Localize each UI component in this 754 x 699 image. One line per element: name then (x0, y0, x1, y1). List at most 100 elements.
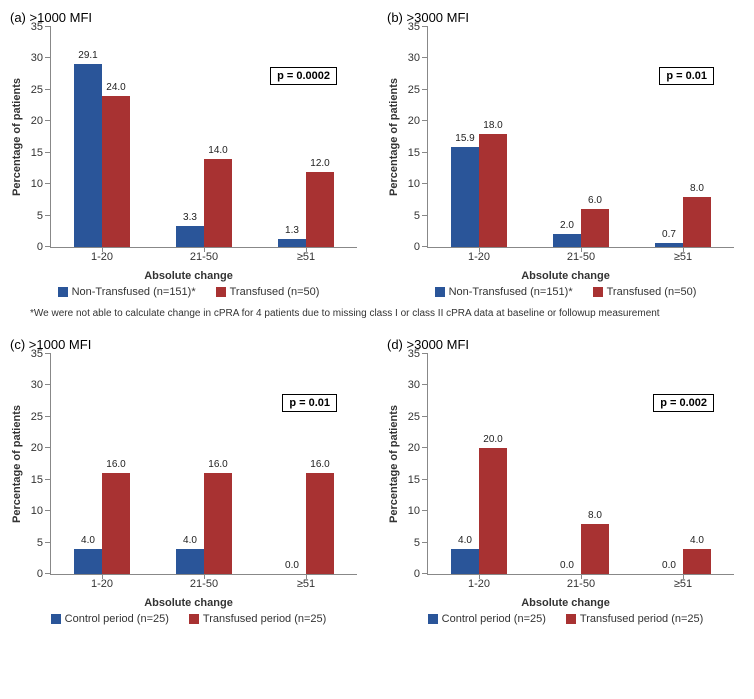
swatch-series2 (566, 614, 576, 624)
y-tick-label: 10 (31, 178, 51, 190)
bar-series2: 8.0 (683, 197, 711, 247)
legend-label: Control period (n=25) (65, 613, 169, 625)
bar-groups: 4.020.01-200.08.021-500.04.0≥51 (428, 354, 734, 574)
legend: Control period (n=25)Transfused period (… (387, 613, 744, 625)
y-tick-label: 20 (31, 115, 51, 127)
panel-letter: (d) (387, 337, 403, 352)
bar-series2: 6.0 (581, 209, 609, 247)
bar-series1: 4.0 (176, 549, 204, 574)
legend: Non-Transfused (n=151)*Transfused (n=50) (387, 286, 744, 298)
x-tick-label: 21-50 (567, 578, 595, 590)
y-tick-label: 15 (408, 474, 428, 486)
y-axis-label: Percentage of patients (388, 78, 400, 196)
bar-value-label: 4.0 (458, 535, 472, 546)
bar-series2: 4.0 (683, 549, 711, 574)
y-tick-label: 10 (408, 505, 428, 517)
bar-value-label: 16.0 (208, 459, 227, 470)
bar-series1: 3.3 (176, 226, 204, 247)
panel-d: (d) >3000 MFI05101520253035Percentage of… (387, 337, 744, 625)
bar-series2: 24.0 (102, 96, 130, 247)
bar-series1: 0.7 (655, 243, 683, 247)
panel-letter: (c) (10, 337, 25, 352)
legend-label: Transfused period (n=25) (580, 613, 703, 625)
y-axis-label: Percentage of patients (11, 78, 23, 196)
x-tick-label: 1-20 (468, 578, 490, 590)
panel-b: (b) >3000 MFI05101520253035Percentage of… (387, 10, 744, 298)
bar-value-label: 8.0 (588, 510, 602, 521)
y-axis-label: Percentage of patients (388, 405, 400, 523)
y-axis-label: Percentage of patients (11, 405, 23, 523)
swatch-series2 (216, 287, 226, 297)
bar-group: 3.314.021-50 (176, 159, 232, 247)
y-tick-label: 25 (31, 411, 51, 423)
legend-item-series2: Transfused period (n=25) (189, 613, 326, 625)
legend-item-series1: Non-Transfused (n=151)* (58, 286, 196, 298)
y-tick-label: 35 (31, 21, 51, 33)
y-tick-label: 35 (31, 348, 51, 360)
bar-group: 4.020.01-20 (451, 448, 507, 574)
x-tick-label: ≥51 (297, 251, 315, 263)
p-value-box: p = 0.01 (282, 394, 337, 412)
x-tick-label: 21-50 (567, 251, 595, 263)
x-tick-label: ≥51 (297, 578, 315, 590)
bar-value-label: 6.0 (588, 195, 602, 206)
bar-value-label: 20.0 (483, 434, 502, 445)
y-tick-label: 5 (37, 537, 51, 549)
panel-c: (c) >1000 MFI05101520253035Percentage of… (10, 337, 367, 625)
y-tick-label: 25 (408, 84, 428, 96)
bar-value-label: 4.0 (81, 535, 95, 546)
bar-series1: 1.3 (278, 239, 306, 247)
bar-value-label: 0.7 (662, 229, 676, 240)
bar-value-label: 24.0 (106, 82, 125, 93)
panel-title: (d) >3000 MFI (387, 337, 744, 352)
panel-a: (a) >1000 MFI 05101520253035Percentage of… (10, 10, 367, 298)
bar-value-label: 16.0 (106, 459, 125, 470)
bar-group: 0.04.0≥51 (655, 549, 711, 574)
panel-title: (b) >3000 MFI (387, 10, 744, 25)
bar-series1: 2.0 (553, 234, 581, 247)
y-tick-label: 20 (31, 442, 51, 454)
bar-value-label: 18.0 (483, 120, 502, 131)
swatch-series1 (428, 614, 438, 624)
y-tick-label: 5 (37, 210, 51, 222)
bar-series2: 16.0 (204, 473, 232, 574)
y-tick-label: 20 (408, 442, 428, 454)
bar-groups: 15.918.01-202.06.021-500.78.0≥51 (428, 27, 734, 247)
legend-label: Transfused (n=50) (230, 286, 320, 298)
bar-series2: 12.0 (306, 172, 334, 247)
chart-area: 05101520253035Percentage of patients29.1… (50, 27, 357, 248)
bar-series2: 18.0 (479, 134, 507, 247)
footnote: *We were not able to calculate change in… (30, 308, 744, 319)
y-tick-label: 35 (408, 348, 428, 360)
panel-title: (a) >1000 MFI (10, 10, 367, 25)
bar-group: 2.06.021-50 (553, 209, 609, 247)
y-tick-label: 0 (37, 241, 51, 253)
bar-value-label: 0.0 (662, 560, 676, 571)
bar-value-label: 16.0 (310, 459, 329, 470)
bar-group: 29.124.01-20 (74, 64, 130, 247)
bar-series2: 8.0 (581, 524, 609, 574)
y-tick-label: 30 (31, 52, 51, 64)
legend-label: Transfused period (n=25) (203, 613, 326, 625)
swatch-series2 (189, 614, 199, 624)
y-tick-label: 10 (408, 178, 428, 190)
bar-series2: 14.0 (204, 159, 232, 247)
y-tick-label: 30 (31, 379, 51, 391)
y-tick-label: 35 (408, 21, 428, 33)
bar-value-label: 0.0 (560, 560, 574, 571)
x-tick-label: 1-20 (91, 251, 113, 263)
bar-groups: 4.016.01-204.016.021-500.016.0≥51 (51, 354, 357, 574)
y-tick-label: 15 (31, 474, 51, 486)
bar-series1: 4.0 (74, 549, 102, 574)
y-tick-label: 10 (31, 505, 51, 517)
bar-value-label: 3.3 (183, 212, 197, 223)
bar-group: 0.016.0≥51 (278, 473, 334, 574)
bar-value-label: 14.0 (208, 145, 227, 156)
p-value-box: p = 0.01 (659, 67, 714, 85)
y-tick-label: 20 (408, 115, 428, 127)
y-tick-label: 0 (414, 241, 428, 253)
y-tick-label: 25 (408, 411, 428, 423)
legend-label: Non-Transfused (n=151)* (449, 286, 573, 298)
legend: Non-Transfused (n=151)* Transfused (n=50) (10, 286, 367, 298)
bar-series1: 4.0 (451, 549, 479, 574)
